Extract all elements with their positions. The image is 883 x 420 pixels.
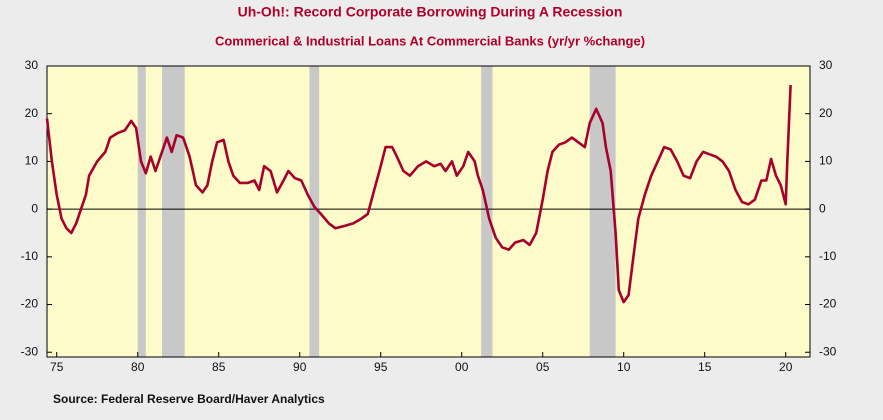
y-tick-label: -30 [21,344,39,358]
y-tick-label: 20 [25,106,39,120]
x-tick-label: 75 [50,360,64,374]
y-tick-label: -10 [21,249,39,263]
y-tick-label: 0 [31,201,38,215]
plot-area [47,66,810,357]
x-tick-label: 15 [698,360,712,374]
chart-subtitle: Commerical & Industrial Loans At Commerc… [215,33,645,48]
y2-tick-label: 10 [819,154,833,168]
x-tick-label: 85 [212,360,226,374]
x-tick-label: 90 [293,360,307,374]
recession-band [137,66,146,357]
x-tick-label: 05 [536,360,550,374]
x-tick-label: 80 [131,360,145,374]
plot-frame [46,65,811,358]
recession-band [162,66,185,357]
y-tick-label: 10 [25,154,39,168]
y-tick-label: -20 [21,297,39,311]
recession-band [589,66,616,357]
y2-tick-label: 20 [819,106,833,120]
x-tick-label: 10 [617,360,631,374]
y2-tick-label: -20 [819,297,837,311]
chart-title: Uh-Oh!: Record Corporate Borrowing Durin… [238,4,623,20]
source: Source: Federal Reserve Board/Haver Anal… [53,392,325,406]
y2-tick-label: -30 [819,344,837,358]
x-tick-label: 20 [779,360,793,374]
y2-tick-label: 0 [819,201,826,215]
data-line [45,85,792,304]
y2-tick-label: -10 [819,249,837,263]
x-tick-label: 00 [455,360,469,374]
y-tick-label: 30 [25,58,39,72]
recession-band [309,66,320,357]
y2-tick-label: 30 [819,58,833,72]
x-tick-label: 95 [374,360,388,374]
